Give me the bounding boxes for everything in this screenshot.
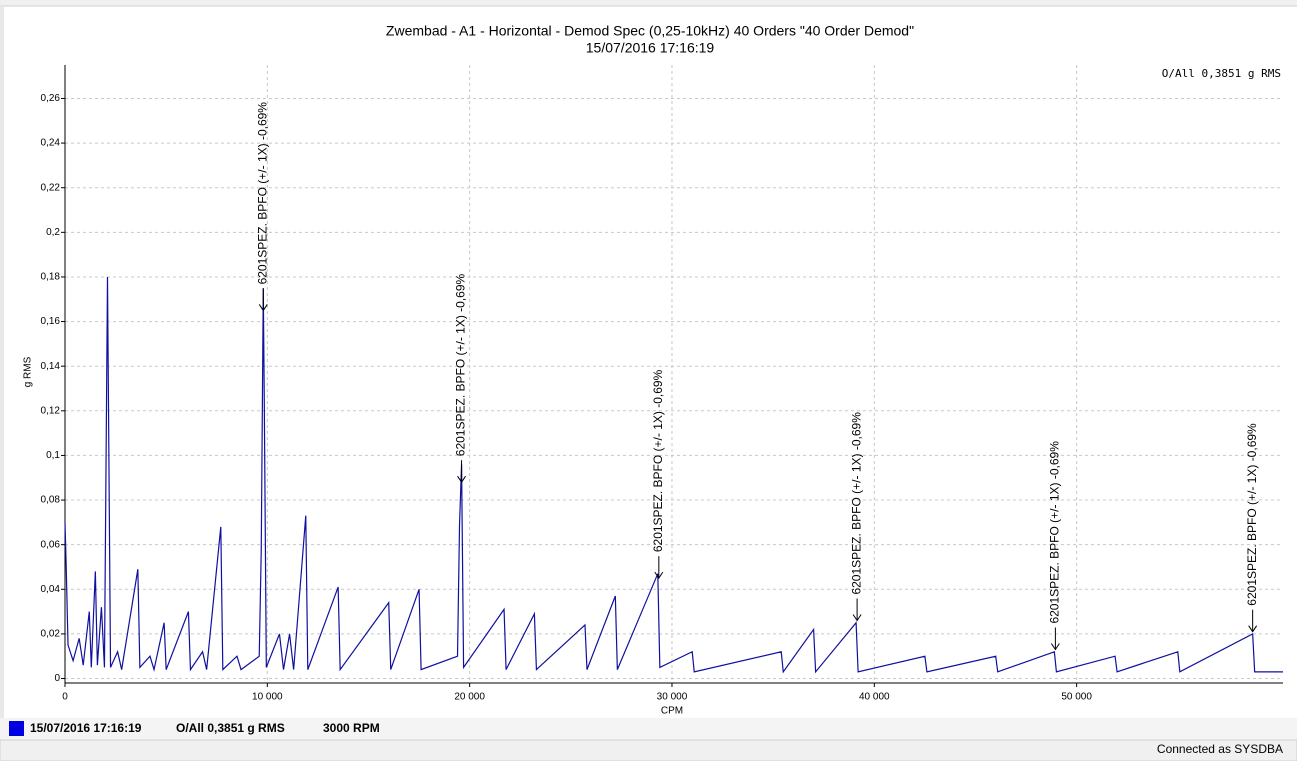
- annotation-arrowhead: [1248, 625, 1258, 633]
- x-tick-label: 40 000: [859, 692, 890, 703]
- spectrum-line: [64, 276, 1283, 674]
- status-bar: [0, 739, 1297, 761]
- y-tick-label: 0,26: [41, 93, 61, 104]
- y-tick-label: 0,08: [41, 495, 61, 506]
- annotation-arrowhead: [457, 475, 466, 484]
- y-tick-label: 0,02: [41, 629, 61, 640]
- y-tick-label: 0,2: [46, 227, 60, 238]
- y-tick-label: 0,06: [41, 539, 61, 550]
- legend-rpm: 3000 RPM: [323, 721, 380, 735]
- annotation-label: 6201SPEZ. BPFO (+/- 1X) -0,69%: [454, 273, 468, 456]
- annotation-label: 6201SPEZ. BPFO (+/- 1X) -0,69%: [849, 412, 863, 595]
- y-tick-label: 0,12: [41, 405, 61, 416]
- annotation-label: 6201SPEZ. BPFO (+/- 1X) -0,69%: [1245, 423, 1259, 606]
- chart-subtitle: 15/07/2016 17:16:19: [586, 40, 715, 56]
- legend-bar: [0, 718, 1297, 740]
- annotation-label: 6201SPEZ. BPFO (+/- 1X) -0,69%: [255, 102, 269, 285]
- annotation-arrowhead: [1050, 643, 1060, 651]
- legend-entry: 15/07/2016 17:16:19: [30, 721, 142, 735]
- legend-overall: O/All 0,3851 g RMS: [176, 721, 285, 735]
- y-tick-label: 0,14: [41, 361, 61, 372]
- y-tick-label: 0,04: [41, 584, 61, 595]
- annotation-arrowhead: [654, 571, 664, 580]
- y-axis-label: g RMS: [23, 356, 34, 387]
- annotation-label: 6201SPEZ. BPFO (+/- 1X) -0,69%: [651, 369, 665, 552]
- chart-title: Zwembad - A1 - Horizontal - Demod Spec (…: [386, 23, 914, 39]
- x-tick-label: 20 000: [454, 692, 485, 703]
- y-tick-label: 0,16: [41, 316, 61, 327]
- x-axis-label: CPM: [661, 706, 683, 717]
- toolbar-strip: [0, 0, 1297, 6]
- status-text: Connected as SYSDBA: [1157, 742, 1283, 756]
- annotation-arrowhead: [852, 614, 862, 622]
- y-tick-label: 0,24: [41, 138, 61, 149]
- x-tick-label: 50 000: [1061, 692, 1092, 703]
- annotation-arrowhead: [258, 304, 268, 312]
- x-tick-label: 0: [62, 692, 68, 703]
- annotation-label: 6201SPEZ. BPFO (+/- 1X) -0,69%: [1048, 441, 1062, 624]
- y-tick-label: 0: [54, 673, 60, 684]
- legend-swatch: [9, 721, 24, 736]
- left-border: [0, 6, 4, 718]
- y-tick-label: 0,1: [46, 450, 60, 461]
- overall-label: O/All 0,3851 g RMS: [1162, 67, 1281, 80]
- y-tick-label: 0,18: [41, 272, 61, 283]
- x-tick-label: 10 000: [252, 692, 283, 703]
- y-tick-label: 0,22: [41, 182, 61, 193]
- x-tick-label: 30 000: [657, 692, 688, 703]
